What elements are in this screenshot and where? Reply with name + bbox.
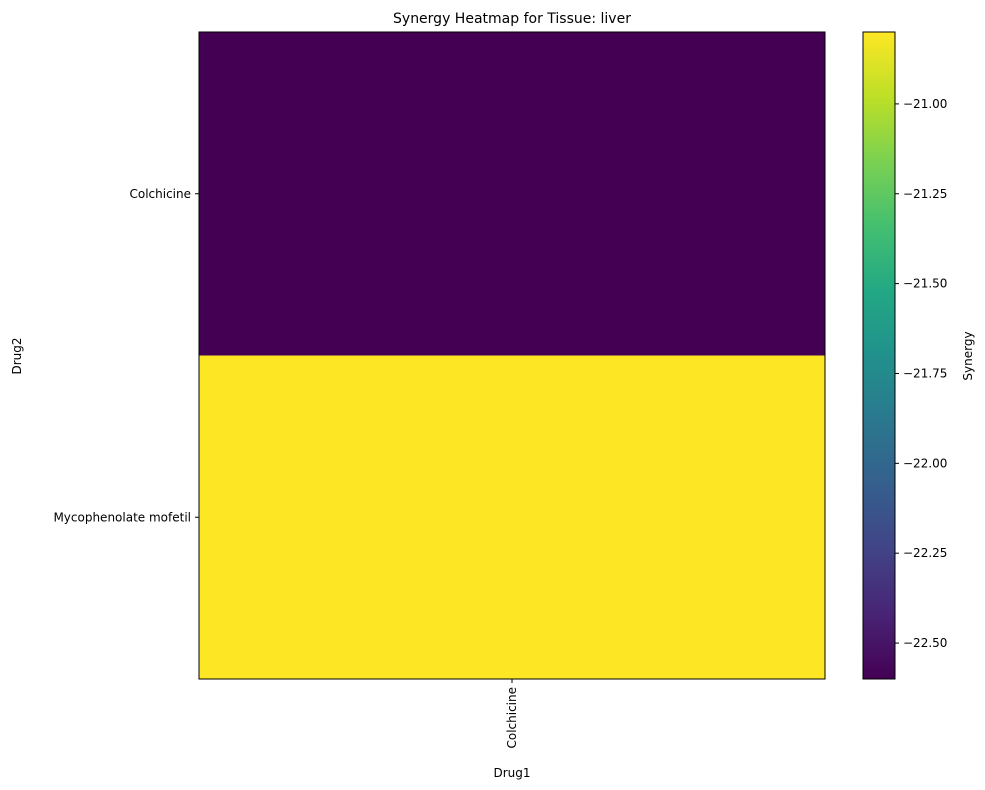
colorbar-tick-label: −21.50 xyxy=(903,277,947,291)
colorbar-tick-label: −22.50 xyxy=(903,636,947,650)
colorbar-label: Synergy xyxy=(961,331,975,380)
y-tick-label: Colchicine xyxy=(129,187,191,201)
x-axis-label: Drug1 xyxy=(493,766,530,780)
heatmap-cells xyxy=(199,32,825,679)
heatmap-cell xyxy=(199,32,825,356)
colorbar-ticks: −21.00 −21.25 −21.50 −21.75 −22.00 −22.25 −22.… xyxy=(895,97,947,650)
colorbar xyxy=(862,31,896,680)
y-tick-label: Mycophenolate mofetil xyxy=(53,510,191,524)
colorbar-tick-label: −22.25 xyxy=(903,546,947,560)
y-axis: Colchicine Mycophenolate mofetil xyxy=(53,187,199,524)
colorbar-tick-label: −21.25 xyxy=(903,187,947,201)
colorbar-tick-label: −21.00 xyxy=(903,97,947,111)
colorbar-tick-label: −21.75 xyxy=(903,366,947,380)
heatmap-cell xyxy=(199,355,825,679)
x-tick-label: Colchicine xyxy=(505,687,519,749)
colorbar-tick-label: −22.00 xyxy=(903,456,947,470)
x-axis: Colchicine xyxy=(505,679,519,749)
y-axis-label: Drug2 xyxy=(10,337,24,374)
chart-title: Synergy Heatmap for Tissue: liver xyxy=(393,11,631,27)
